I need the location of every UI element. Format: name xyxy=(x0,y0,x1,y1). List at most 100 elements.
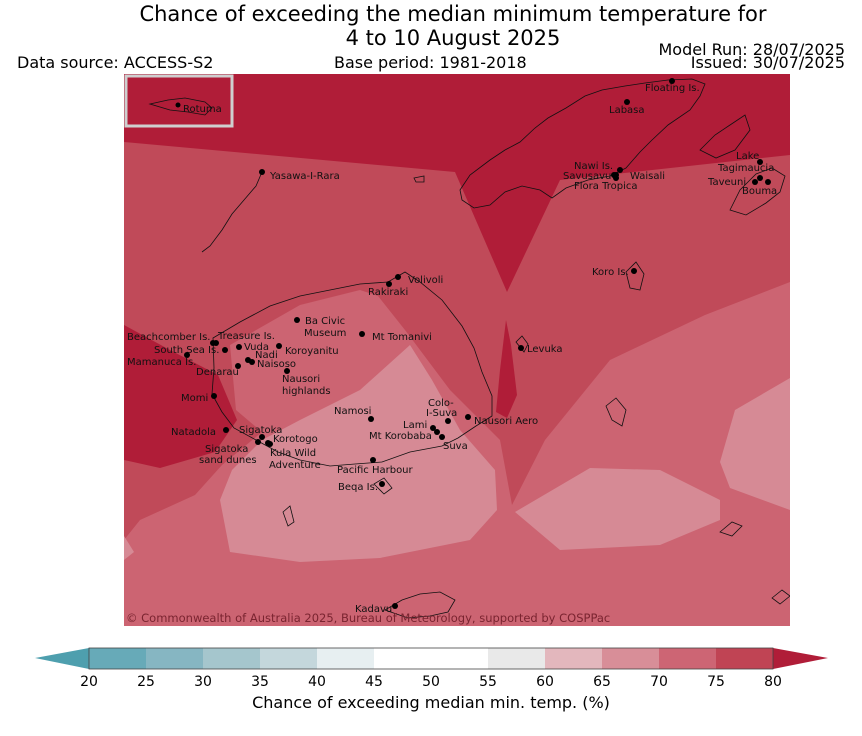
place-dot xyxy=(395,274,401,280)
place-dot xyxy=(430,425,436,431)
place-dot xyxy=(765,179,771,185)
colorbar-segment xyxy=(89,648,147,669)
colorbar-segments xyxy=(89,648,774,669)
place-label: Sigatoka xyxy=(239,425,282,436)
band-60-65-corner xyxy=(124,536,134,560)
place-label: Bouma xyxy=(742,186,777,197)
title-line-2: 4 to 10 August 2025 xyxy=(345,26,561,50)
place-dot xyxy=(213,340,219,346)
koro-coast xyxy=(625,261,645,291)
place-dot xyxy=(379,481,385,487)
place-label: South Sea Is. xyxy=(154,345,219,356)
place-label: Koro Is. xyxy=(592,267,629,278)
rotuma-inset: Rotuma xyxy=(124,74,234,128)
place-label: Floating Is. xyxy=(645,83,700,94)
place-dot xyxy=(465,414,471,420)
taveuni-coast xyxy=(729,167,786,216)
base-period: Base period: 1981-2018 xyxy=(334,53,527,72)
place-label: Yasawa-I-Rara xyxy=(269,171,340,182)
place-dot xyxy=(617,167,623,173)
band-75-80-west xyxy=(124,325,237,468)
band-75-80-levuka xyxy=(496,320,517,418)
place-label: Rakiraki xyxy=(368,287,408,298)
place-label: Taveuni xyxy=(707,177,746,188)
colorbar-tick-label: 75 xyxy=(707,674,725,690)
place-dot xyxy=(613,175,619,181)
place-label: Naisoso xyxy=(257,359,296,370)
place-dot xyxy=(439,434,445,440)
colorbar-segment xyxy=(716,648,774,669)
copyright-notice: © Commonwealth of Australia 2025, Bureau… xyxy=(126,611,610,625)
colorbar-tick-label: 55 xyxy=(479,674,497,690)
place-label: Treasure Is. xyxy=(217,331,275,342)
place-label: Beqa Is. xyxy=(338,482,378,493)
colorbar-tick-label: 30 xyxy=(194,674,212,690)
place-label: Levuka xyxy=(527,344,563,355)
place-label: Mt Korobaba xyxy=(369,431,432,442)
colorbar-tick-label: 35 xyxy=(251,674,269,690)
gau-coast xyxy=(605,397,627,427)
chart-title: Chance of exceeding the median minimum t… xyxy=(0,2,862,50)
viti-levu-coast xyxy=(211,271,493,467)
colorbar-outline xyxy=(88,647,774,670)
place-label: Sigatoka xyxy=(205,444,248,455)
place-label: Pacific Harbour xyxy=(337,465,414,476)
place-label: Lami xyxy=(403,420,427,431)
place-dot xyxy=(624,99,630,105)
place-dot xyxy=(445,418,451,424)
colorbar-under-arrow xyxy=(35,648,89,669)
place-dot xyxy=(249,359,255,365)
place-dot xyxy=(386,281,392,287)
colorbar-segment xyxy=(374,648,432,669)
kadavu-coast xyxy=(384,591,456,619)
place-dot xyxy=(276,343,282,349)
place-dot xyxy=(235,363,241,369)
yasawa-chain xyxy=(201,171,263,253)
place-label: Kadavu xyxy=(355,604,392,615)
place-label: Koroyanitu xyxy=(285,346,339,357)
place-label: Museum xyxy=(304,328,346,339)
place-dot xyxy=(284,368,290,374)
place-label: Mt Tomanivi xyxy=(372,332,432,343)
band-60-65-southeast xyxy=(515,468,720,550)
vanua-levu-coast xyxy=(459,78,706,209)
place-label: Natadola xyxy=(171,427,216,438)
northeast-islets xyxy=(699,114,751,159)
coastlines xyxy=(201,78,790,619)
place-dot xyxy=(757,175,763,181)
place-label: I-Suva xyxy=(426,408,457,419)
place-dot xyxy=(370,457,376,463)
place-label: highlands xyxy=(282,386,331,397)
colorbar[interactable]: 20 25 30 35 40 45 50 55 60 65 70 75 80 Chance of exc… xyxy=(35,647,828,712)
place-dot xyxy=(359,331,365,337)
colorbar-tick-label: 25 xyxy=(137,674,155,690)
place-label: Suva xyxy=(443,441,468,452)
colorbar-ticks: 20 25 30 35 40 45 50 55 60 65 70 75 80 xyxy=(80,674,782,690)
vatulele-coast xyxy=(282,505,295,527)
place-label: sand dunes xyxy=(199,455,257,466)
colorbar-segment xyxy=(545,648,603,669)
place-label: Tagimaucia xyxy=(717,163,774,174)
place-label: Denarau xyxy=(196,367,239,378)
probability-fields xyxy=(124,74,790,626)
place-label: Savusavu xyxy=(563,171,611,182)
place-label: Colo- xyxy=(428,398,454,409)
colorbar-over-arrow xyxy=(773,648,828,669)
colorbar-tick-label: 60 xyxy=(536,674,554,690)
place-label: Nadi xyxy=(255,350,278,361)
southeast-islet xyxy=(719,521,743,537)
colorbar-segment xyxy=(431,648,489,669)
beqa-coast xyxy=(373,477,393,495)
place-label: Beachcomber Is. xyxy=(127,332,210,343)
place-dot xyxy=(757,159,763,165)
colorbar-tick-label: 65 xyxy=(593,674,611,690)
data-source: Data source: ACCESS-S2 xyxy=(17,53,214,72)
place-dot xyxy=(434,429,440,435)
place-label: Vuda xyxy=(244,342,269,353)
place-label: Volivoli xyxy=(408,275,443,286)
place-dot xyxy=(392,603,398,609)
place-label: Korotogo xyxy=(273,434,318,445)
place-dot xyxy=(259,434,265,440)
north-islet xyxy=(413,175,425,183)
